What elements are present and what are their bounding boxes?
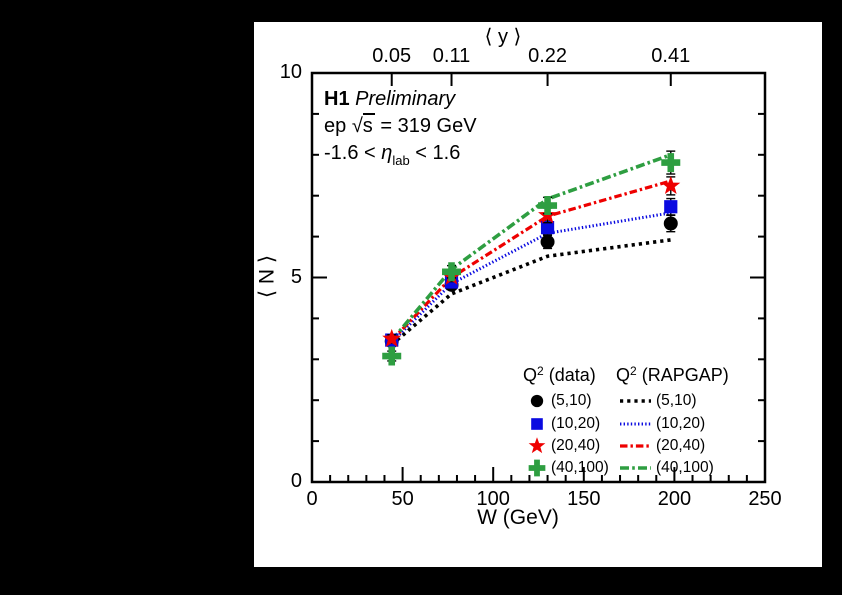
top-tick-label: 0.22	[528, 45, 568, 67]
x-tick-label: 100	[476, 488, 510, 510]
x-tick-label: 0	[306, 488, 318, 510]
data-point-(5,10)	[663, 216, 678, 231]
legend-model-item-label: (10,20)	[656, 415, 706, 432]
x-axis-title: W (GeV)	[477, 506, 559, 529]
model-curve-(40,100)	[390, 153, 672, 342]
data-point-(20,40)	[382, 328, 402, 347]
legend-model-header: Q2 (RAPGAP)	[616, 364, 729, 385]
legend-marker-(10,20)	[531, 418, 543, 430]
model-curve-(10,20)	[390, 211, 672, 344]
plot-annotation: H1 Preliminary ep √s = 319 GeV -1.6 < ηl…	[324, 88, 477, 169]
data-point-(10,20)	[664, 200, 678, 214]
legend-data-item-label: (5,10)	[551, 392, 592, 409]
top-tick-label: 0.41	[651, 45, 691, 67]
data-point-(40,100)	[382, 346, 402, 366]
model-curve-(20,40)	[390, 179, 672, 342]
model-curve-(5,10)	[390, 238, 672, 346]
plot-figure: H1 Preliminary ep √s = 319 GeV -1.6 < ηl…	[254, 22, 822, 567]
data-point-(40,100)	[538, 196, 558, 216]
annotation-title: H1 Preliminary	[324, 88, 477, 115]
experiment-name: H1	[324, 88, 350, 110]
sqrt-icon: √	[351, 115, 363, 137]
x-tick-label: 50	[391, 488, 414, 510]
data-point-(5,10)	[540, 234, 555, 249]
y-tick-label: 10	[279, 61, 302, 83]
top-tick-label: 0.11	[432, 45, 471, 67]
annotation-energy: ep √s = 319 GeV	[324, 113, 477, 137]
legend-model-item-label: (20,40)	[656, 437, 706, 454]
x-tick-label: 200	[657, 488, 692, 510]
legend-marker-(20,40)	[528, 437, 546, 454]
top-axis-title: ⟨ y ⟩	[484, 26, 522, 48]
preliminary-label: Preliminary	[355, 88, 456, 110]
top-tick-label: 0.05	[372, 45, 412, 67]
eta-symbol: η	[381, 142, 393, 164]
chart-plot-area	[310, 71, 767, 484]
x-tick-label: 250	[748, 488, 782, 510]
data-point-(40,100)	[442, 262, 462, 282]
legend-model-item-label: (40,100)	[656, 459, 714, 476]
y-tick-label: 0	[290, 470, 302, 492]
legend-data-header: Q2 (data)	[523, 364, 596, 385]
y-tick-label: 5	[290, 265, 302, 288]
legend-marker-(40,100)	[528, 459, 546, 477]
data-point-(10,20)	[540, 221, 555, 235]
legend-data-item-label: (10,20)	[551, 415, 601, 432]
legend-marker-(5,10)	[530, 394, 544, 408]
annotation-eta-range: -1.6 < ηlab < 1.6	[324, 142, 461, 168]
data-point-(20,40)	[661, 175, 681, 194]
legend-data-item-label: (40,100)	[551, 459, 609, 476]
legend-data-item-label: (20,40)	[551, 437, 601, 454]
x-tick-label: 150	[567, 488, 601, 510]
legend-model-item-label: (5,10)	[656, 392, 697, 409]
data-point-(40,100)	[661, 153, 681, 173]
